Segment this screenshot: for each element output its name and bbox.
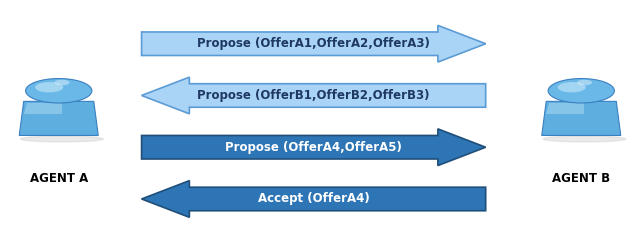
Text: Accept (OfferA4): Accept (OfferA4): [258, 193, 369, 205]
Circle shape: [548, 79, 614, 103]
Polygon shape: [541, 101, 621, 135]
Polygon shape: [141, 129, 486, 166]
Polygon shape: [141, 77, 486, 114]
Circle shape: [26, 79, 92, 103]
Polygon shape: [141, 181, 486, 217]
Bar: [570, 95, 593, 101]
Circle shape: [577, 80, 592, 85]
Text: Propose (OfferA4,OfferA5): Propose (OfferA4,OfferA5): [225, 141, 402, 154]
Polygon shape: [19, 101, 99, 135]
Text: AGENT A: AGENT A: [29, 172, 88, 185]
Circle shape: [54, 80, 70, 85]
Polygon shape: [24, 103, 62, 114]
Text: AGENT B: AGENT B: [552, 172, 611, 185]
Polygon shape: [546, 103, 584, 114]
Ellipse shape: [20, 136, 103, 142]
Circle shape: [557, 82, 586, 92]
Circle shape: [35, 82, 63, 92]
Text: Propose (OfferB1,OfferB2,OfferB3): Propose (OfferB1,OfferB2,OfferB3): [197, 89, 430, 102]
Bar: [47, 95, 70, 101]
Ellipse shape: [543, 136, 626, 142]
Polygon shape: [141, 25, 486, 62]
Text: Propose (OfferA1,OfferA2,OfferA3): Propose (OfferA1,OfferA2,OfferA3): [197, 37, 430, 50]
